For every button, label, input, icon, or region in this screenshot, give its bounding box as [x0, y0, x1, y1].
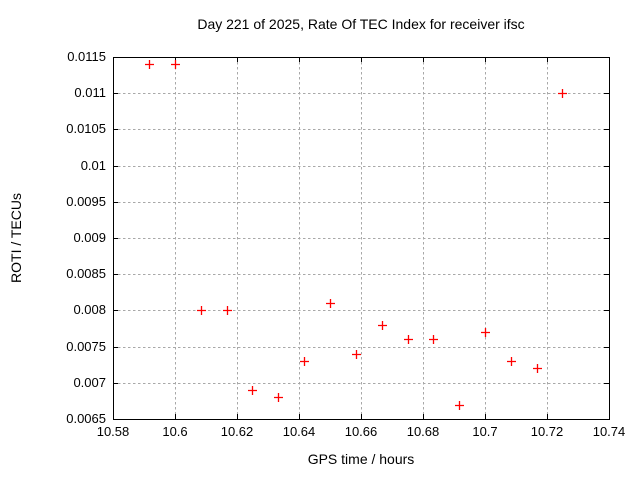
data-point-marker: [481, 328, 490, 337]
y-tick-label: 0.007: [73, 375, 106, 390]
y-tick-label: 0.0075: [66, 339, 106, 354]
data-point-marker: [145, 60, 154, 69]
x-tick-label: 10.68: [407, 424, 440, 439]
x-tick-label: 10.72: [531, 424, 564, 439]
y-axis-label: ROTI / TECUs: [8, 193, 24, 283]
data-point-marker: [352, 350, 361, 359]
x-axis-label: GPS time / hours: [307, 451, 415, 467]
data-point-marker: [507, 357, 516, 366]
data-point-marker: [455, 401, 464, 410]
x-tick-label: 10.58: [97, 424, 130, 439]
data-point-marker: [197, 306, 206, 315]
y-tick-label: 0.0095: [66, 194, 106, 209]
y-tick-label: 0.0115: [67, 49, 106, 64]
data-point-marker: [533, 364, 542, 373]
data-point-marker: [326, 299, 335, 308]
data-point-marker: [558, 89, 567, 98]
x-tick-label: 10.6: [162, 424, 187, 439]
y-tick-label: 0.01: [81, 158, 106, 173]
data-point-marker: [171, 60, 180, 69]
y-tick-label: 0.0065: [66, 411, 106, 426]
x-tick-label: 10.64: [283, 424, 316, 439]
x-tick-label: 10.7: [472, 424, 497, 439]
x-tick-label: 10.74: [593, 424, 626, 439]
data-point-marker: [274, 393, 283, 402]
y-tick-label: 0.008: [73, 302, 106, 317]
data-point-marker: [248, 386, 257, 395]
y-tick-label: 0.009: [73, 230, 106, 245]
data-point-marker: [429, 335, 438, 344]
x-tick-label: 10.62: [221, 424, 254, 439]
data-point-marker: [223, 306, 232, 315]
y-tick-label: 0.0085: [66, 266, 106, 281]
data-point-marker: [378, 321, 387, 330]
y-tick-label: 0.0105: [66, 121, 106, 136]
y-tick-label: 0.011: [74, 85, 106, 100]
chart-title: Day 221 of 2025, Rate Of TEC Index for r…: [197, 16, 525, 32]
data-point-marker: [404, 335, 413, 344]
data-point-marker: [300, 357, 309, 366]
x-tick-label: 10.66: [345, 424, 378, 439]
